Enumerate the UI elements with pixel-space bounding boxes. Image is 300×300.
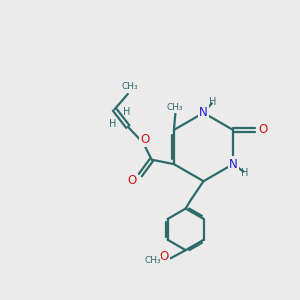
Text: CH₃: CH₃ [121,82,138,91]
Text: O: O [160,250,169,263]
Text: CH₃: CH₃ [144,256,161,265]
Text: N: N [229,158,238,171]
Text: O: O [140,133,149,146]
Text: H: H [241,168,249,178]
Text: O: O [259,123,268,136]
Text: O: O [128,174,136,187]
Text: H: H [123,107,130,117]
Text: H: H [109,119,116,129]
Text: H: H [209,98,217,107]
Text: N: N [199,106,208,119]
Text: CH₃: CH₃ [167,103,183,112]
